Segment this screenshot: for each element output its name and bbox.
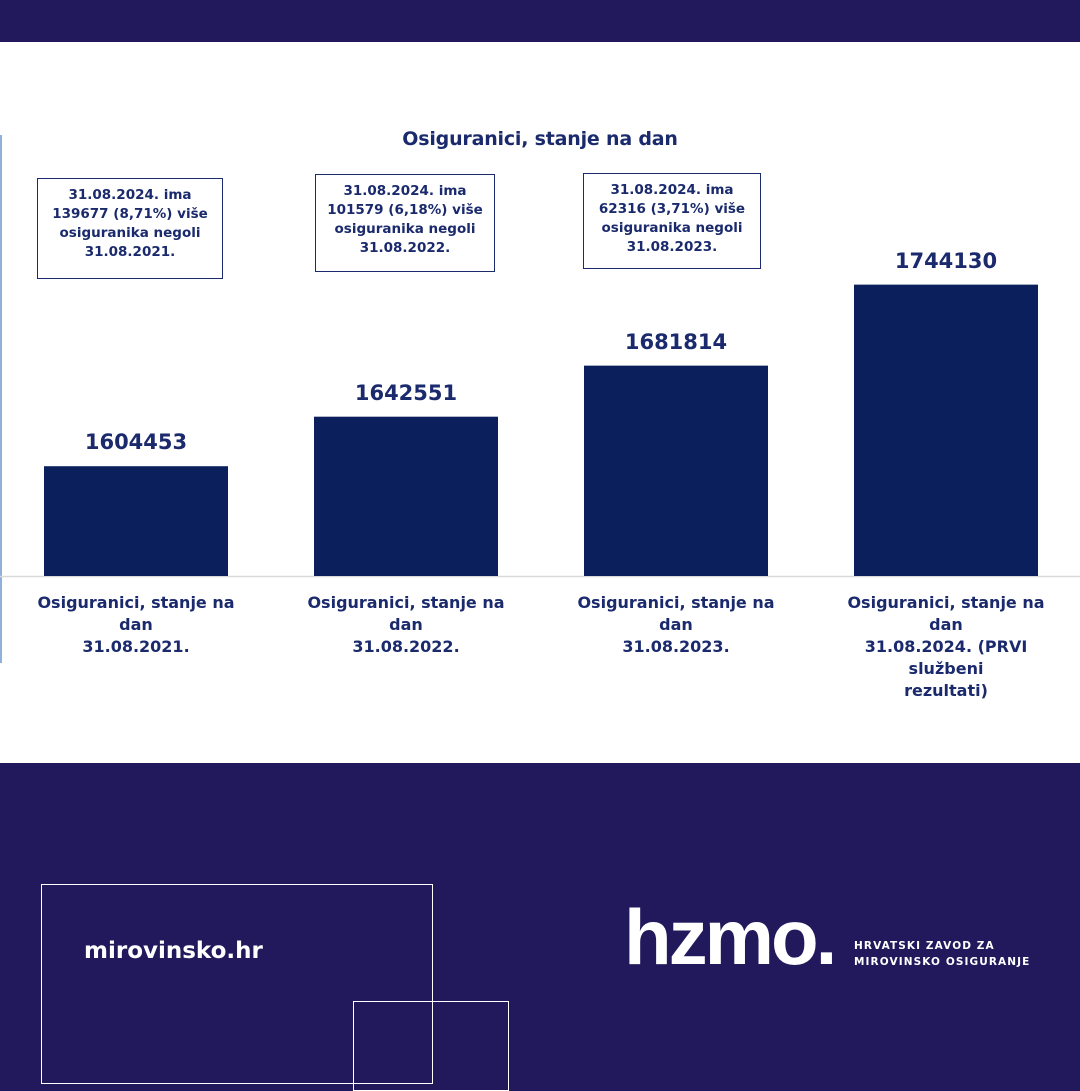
website-link[interactable]: mirovinsko.hr	[84, 938, 263, 964]
bar-0	[44, 466, 228, 576]
decor-frame-small	[353, 1001, 509, 1091]
chart-title: Osiguranici, stanje na dan	[402, 128, 678, 150]
hzmo-logo-subtitle: HRVATSKI ZAVOD ZA MIROVINSKO OSIGURANJE	[854, 938, 1030, 970]
value-label-2022: 1642551	[354, 380, 458, 405]
value-label-2023: 1681814	[624, 329, 728, 354]
callout-line: 31.08.2021.	[84, 244, 176, 260]
value-label-2021: 1604453	[84, 430, 188, 455]
callout-line: 31.08.2023.	[626, 239, 718, 255]
category-line: rezultati)	[904, 681, 988, 700]
callout-line: 31.08.2024. ima	[68, 187, 192, 203]
callout-line: osiguranika negoli	[334, 221, 476, 237]
callout-line: 101579 (6,18%) više	[327, 202, 483, 218]
category-line: Osiguranici, stanje na dan	[37, 593, 235, 634]
category-line: Osiguranici, stanje na dan	[307, 593, 505, 634]
bar-1	[314, 416, 498, 576]
category-label-2021: Osiguranici, stanje na dan 31.08.2021.	[21, 592, 251, 658]
bar-3	[854, 284, 1038, 576]
logo-subtitle-line: MIROVINSKO OSIGURANJE	[854, 956, 1031, 968]
category-line: 31.08.2024. (PRVI službeni	[864, 637, 1028, 678]
category-label-2024: Osiguranici, stanje na dan 31.08.2024. (…	[831, 592, 1061, 702]
logo-subtitle-line: HRVATSKI ZAVOD ZA	[854, 940, 995, 952]
callout-line: osiguranika negoli	[601, 220, 743, 236]
callout-line: 31.08.2024. ima	[610, 182, 734, 198]
category-line: 31.08.2022.	[352, 637, 460, 656]
category-label-2023: Osiguranici, stanje na dan 31.08.2023.	[561, 592, 791, 658]
category-label-2022: Osiguranici, stanje na dan 31.08.2022.	[291, 592, 521, 658]
value-label-2024: 1744130	[894, 248, 998, 273]
callout-line: 31.08.2022.	[359, 240, 451, 256]
callout-line: 139677 (8,71%) više	[52, 206, 208, 222]
category-line: Osiguranici, stanje na dan	[847, 593, 1045, 634]
category-line: Osiguranici, stanje na dan	[577, 593, 775, 634]
category-line: 31.08.2021.	[82, 637, 190, 656]
callout-line: 62316 (3,71%) više	[598, 201, 746, 217]
callout-2021: 31.08.2024. ima 139677 (8,71%) više osig…	[37, 178, 223, 279]
top-band	[0, 0, 1080, 42]
callout-line: osiguranika negoli	[59, 225, 201, 241]
callout-2023: 31.08.2024. ima 62316 (3,71%) više osigu…	[583, 173, 761, 269]
left-axis-rule	[0, 135, 2, 663]
category-line: 31.08.2023.	[622, 637, 730, 656]
hzmo-logo: hzmo.	[624, 893, 837, 981]
callout-line: 31.08.2024. ima	[343, 183, 467, 199]
bar-2	[584, 365, 768, 576]
callout-2022: 31.08.2024. ima 101579 (6,18%) više osig…	[315, 174, 495, 272]
